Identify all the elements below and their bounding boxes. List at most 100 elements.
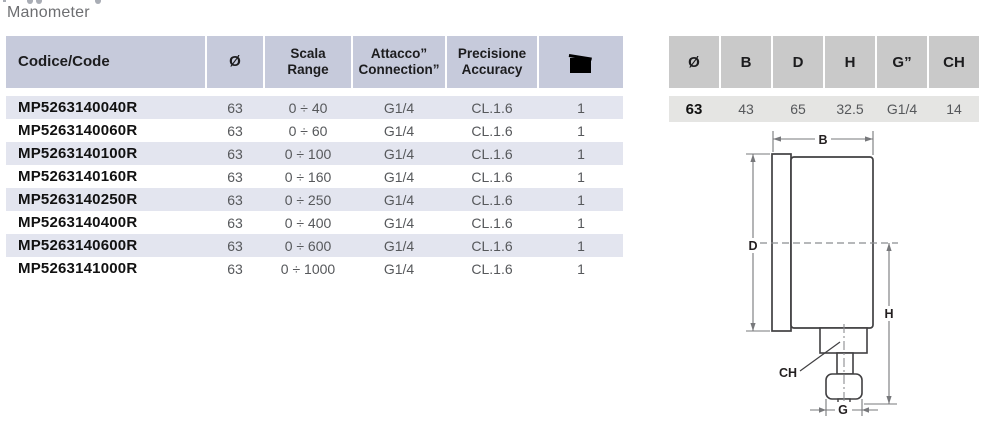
cell-connection: G1/4: [383, 99, 415, 116]
ch-leader-line: [799, 341, 841, 372]
label-patch: [745, 238, 761, 253]
page-title: Manometer: [7, 4, 90, 21]
column-header-diameter-label: Ø: [229, 53, 241, 70]
cell-accuracy: CL.1.6: [471, 260, 513, 277]
cell-accuracy: CL.1.6: [471, 145, 513, 162]
arrowhead: [886, 396, 892, 404]
dim-header-h: H: [825, 36, 875, 88]
cell-pack-qty: 1: [577, 237, 585, 254]
cell-accuracy: CL.1.6: [471, 122, 513, 139]
table-row: MP5263141000R 63 0 ÷ 1000 G1/4 CL.1.6 1: [6, 257, 623, 280]
cell-range: 0 ÷ 160: [284, 168, 332, 185]
cell-accuracy: CL.1.6: [471, 214, 513, 231]
table-row: MP5263140040R 63 0 ÷ 40 G1/4 CL.1.6 1: [6, 96, 623, 119]
column-header-range: Scala Range: [265, 36, 351, 88]
table-row: MP5263140100R 63 0 ÷ 100 G1/4 CL.1.6 1: [6, 142, 623, 165]
cell-diameter: 63: [227, 237, 243, 254]
cell-pack-qty: 1: [577, 99, 585, 116]
cell-range: 0 ÷ 250: [284, 191, 332, 208]
cell-connection: G1/4: [383, 260, 415, 277]
arrowhead: [773, 136, 781, 142]
cell-diameter: 63: [227, 122, 243, 139]
dim-header-g: G”: [877, 36, 927, 88]
column-header-diameter: Ø: [207, 36, 263, 88]
cell-range: 0 ÷ 60: [288, 122, 328, 139]
dim-value-diameter: 63: [685, 100, 703, 118]
cell-range: 0 ÷ 40: [288, 99, 328, 116]
column-header-accuracy: Precisione Accuracy: [447, 36, 537, 88]
cell-connection: G1/4: [383, 214, 415, 231]
dim-label-h: H: [884, 307, 893, 321]
dim-value-b: 43: [738, 101, 754, 117]
column-header-range-line2: Range: [287, 62, 329, 77]
clipped-text-fragment: [95, 0, 101, 4]
column-header-packaging: [539, 36, 623, 88]
cell-connection: G1/4: [383, 191, 415, 208]
dim-values-row: 63 43 65 32.5 G1/4 14: [669, 96, 979, 122]
table-row: MP5263140160R 63 0 ÷ 160 G1/4 CL.1.6 1: [6, 165, 623, 188]
cell-diameter: 63: [227, 191, 243, 208]
column-header-connection: Attacco” Connection”: [353, 36, 445, 88]
cell-accuracy: CL.1.6: [471, 168, 513, 185]
table-row: MP5263140400R 63 0 ÷ 400 G1/4 CL.1.6 1: [6, 211, 623, 234]
column-header-connection-line1: Attacco”: [370, 46, 428, 61]
cell-pack-qty: 1: [577, 191, 585, 208]
dim-header-ch: CH: [929, 36, 979, 88]
arrowhead: [819, 407, 826, 413]
table-row: MP5263140060R 63 0 ÷ 60 G1/4 CL.1.6 1: [6, 119, 623, 142]
dim-header-diameter: Ø: [669, 36, 719, 88]
cell-connection: G1/4: [383, 122, 415, 139]
cell-diameter: 63: [227, 168, 243, 185]
cell-accuracy: CL.1.6: [471, 99, 513, 116]
dim-label-g: G: [838, 403, 848, 417]
table-row: MP5263140600R 63 0 ÷ 600 G1/4 CL.1.6 1: [6, 234, 623, 257]
cell-diameter: 63: [227, 260, 243, 277]
cell-diameter: 63: [227, 214, 243, 231]
stem-stub: [836, 352, 854, 375]
label-patch: [836, 402, 851, 416]
cell-code: MP5263140100R: [18, 145, 138, 162]
cell-pack-qty: 1: [577, 260, 585, 277]
cell-diameter: 63: [227, 99, 243, 116]
cell-accuracy: CL.1.6: [471, 237, 513, 254]
cell-connection: G1/4: [383, 237, 415, 254]
clipped-text-fragment: [3, 0, 6, 2]
cell-code: MP5263140040R: [18, 99, 138, 116]
dim-value-d: 65: [790, 101, 806, 117]
cell-range: 0 ÷ 1000: [280, 260, 336, 277]
cell-accuracy: CL.1.6: [471, 191, 513, 208]
dim-h-lines: [864, 243, 897, 405]
cell-range: 0 ÷ 100: [284, 145, 332, 162]
dim-label-ch: CH: [779, 366, 797, 380]
dim-label-d: D: [748, 239, 757, 253]
gauge-dimension-drawing: B D H CH: [745, 131, 898, 417]
column-header-code: Codice/Code: [6, 36, 205, 88]
column-header-connection-line2: Connection”: [358, 62, 440, 77]
arrowhead: [865, 136, 873, 142]
cell-code: MP5263140160R: [18, 168, 138, 185]
clipped-text-fragment: [36, 0, 42, 4]
dim-header-b: B: [721, 36, 771, 88]
column-header-accuracy-line2: Accuracy: [461, 62, 523, 77]
clipped-text-fragment: [27, 0, 33, 4]
arrowhead: [750, 323, 756, 331]
arrowhead: [886, 243, 892, 251]
arrowhead: [750, 154, 756, 162]
dim-label-b: B: [818, 133, 827, 147]
cell-pack-qty: 1: [577, 168, 585, 185]
column-header-accuracy-line1: Precisione: [457, 46, 527, 61]
label-patch: [882, 306, 897, 321]
cell-code: MP5263140600R: [18, 237, 138, 254]
dim-value-ch: 14: [946, 101, 962, 117]
package-box-icon: [568, 51, 593, 73]
cell-code: MP5263140060R: [18, 122, 138, 139]
cell-range: 0 ÷ 400: [284, 214, 332, 231]
table-row: MP5263140250R 63 0 ÷ 250 G1/4 CL.1.6 1: [6, 188, 623, 211]
cell-code: MP5263141000R: [18, 260, 138, 277]
label-patch: [815, 131, 831, 146]
cell-pack-qty: 1: [577, 214, 585, 231]
cell-code: MP5263140250R: [18, 191, 138, 208]
dim-value-g: G1/4: [886, 101, 918, 117]
cell-pack-qty: 1: [577, 122, 585, 139]
